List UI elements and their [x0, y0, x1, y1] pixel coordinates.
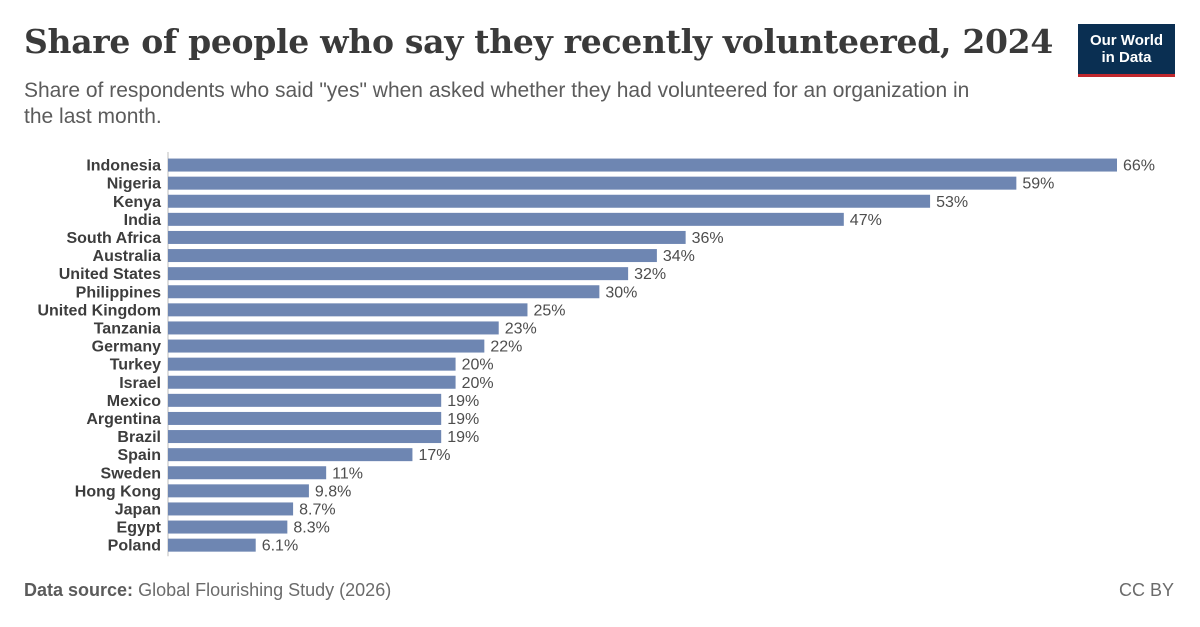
category-label-spain: Spain	[117, 447, 161, 464]
bar-israel[interactable]	[168, 375, 456, 389]
value-label-kenya: 53%	[936, 194, 968, 211]
category-label-argentina: Argentina	[86, 411, 161, 428]
category-label-india: India	[124, 212, 161, 229]
value-label-turkey: 20%	[462, 357, 494, 374]
category-label-mexico: Mexico	[107, 393, 161, 410]
value-label-sweden: 11%	[332, 465, 363, 482]
bar-mexico[interactable]	[168, 393, 442, 407]
bar-australia[interactable]	[168, 249, 657, 263]
value-label-australia: 34%	[663, 248, 695, 265]
bar-spain[interactable]	[168, 448, 413, 462]
value-label-spain: 17%	[418, 447, 450, 464]
value-label-egypt: 8.3%	[293, 520, 329, 537]
value-label-india: 47%	[850, 212, 882, 229]
category-label-indonesia: Indonesia	[86, 158, 161, 175]
bar-turkey[interactable]	[168, 357, 456, 371]
bar-south-africa[interactable]	[168, 230, 686, 244]
bar-indonesia[interactable]	[168, 158, 1117, 172]
bar-brazil[interactable]	[168, 430, 442, 444]
category-label-south-africa: South Africa	[66, 230, 161, 247]
bar-tanzania[interactable]	[168, 321, 499, 335]
data-source-text[interactable]: Global Flourishing Study (2026)	[138, 580, 392, 600]
logo-line-2: in Data	[1101, 49, 1152, 66]
value-label-brazil: 19%	[447, 429, 479, 446]
bar-philippines[interactable]	[168, 285, 600, 299]
category-label-poland: Poland	[108, 538, 161, 555]
bar-nigeria[interactable]	[168, 176, 1017, 190]
category-label-nigeria: Nigeria	[107, 176, 161, 193]
value-label-poland: 6.1%	[262, 538, 298, 555]
value-label-united-states: 32%	[634, 266, 666, 283]
bar-japan[interactable]	[168, 502, 294, 516]
bar-india[interactable]	[168, 212, 844, 226]
category-label-tanzania: Tanzania	[94, 320, 161, 337]
bar-chart: Indonesia 66% Nigeria 59% Kenya 53% India 47% So…	[37, 152, 1155, 557]
category-label-brazil: Brazil	[117, 429, 161, 446]
category-label-united-kingdom: United Kingdom	[37, 302, 161, 319]
category-label-turkey: Turkey	[110, 357, 161, 374]
data-source: Data source: Global Flourishing Study (2…	[24, 580, 391, 601]
value-label-germany: 22%	[490, 339, 522, 356]
category-label-australia: Australia	[93, 248, 162, 265]
value-label-tanzania: 23%	[505, 320, 537, 337]
bar-poland[interactable]	[168, 538, 256, 552]
value-label-mexico: 19%	[447, 393, 479, 410]
value-label-philippines: 30%	[605, 284, 637, 301]
license-label[interactable]: CC BY	[1118, 580, 1174, 600]
our-world-in-data-logo[interactable]: Our World in Data	[1078, 24, 1175, 77]
category-label-egypt: Egypt	[117, 520, 162, 537]
category-label-japan: Japan	[115, 501, 161, 518]
chart-title: Share of people who say they recently vo…	[24, 22, 1053, 61]
category-label-sweden: Sweden	[101, 465, 161, 482]
value-label-israel: 20%	[462, 375, 494, 392]
chart-subtitle: Share of respondents who said "yes" when…	[24, 79, 970, 128]
bar-sweden[interactable]	[168, 466, 327, 480]
category-label-germany: Germany	[92, 339, 161, 356]
value-label-japan: 8.7%	[299, 501, 335, 518]
value-label-hong-kong: 9.8%	[315, 483, 351, 500]
bar-united-kingdom[interactable]	[168, 303, 528, 317]
bar-united-states[interactable]	[168, 267, 629, 281]
logo-line-1: Our World	[1089, 32, 1164, 49]
value-label-argentina: 19%	[447, 411, 479, 428]
bar-kenya[interactable]	[168, 194, 931, 208]
bar-hong-kong[interactable]	[168, 484, 309, 498]
category-label-hong-kong: Hong Kong	[75, 483, 161, 500]
bar-germany[interactable]	[168, 339, 485, 353]
category-label-israel: Israel	[119, 375, 161, 392]
category-label-kenya: Kenya	[113, 194, 161, 211]
data-source-label: Data source:	[24, 580, 134, 600]
value-label-indonesia: 66%	[1123, 158, 1155, 175]
category-label-united-states: United States	[59, 266, 161, 283]
category-label-philippines: Philippines	[76, 284, 161, 301]
bar-egypt[interactable]	[168, 520, 288, 534]
bar-argentina[interactable]	[168, 411, 442, 425]
value-label-nigeria: 59%	[1022, 176, 1054, 193]
value-label-south-africa: 36%	[692, 230, 724, 247]
value-label-united-kingdom: 25%	[533, 302, 565, 319]
